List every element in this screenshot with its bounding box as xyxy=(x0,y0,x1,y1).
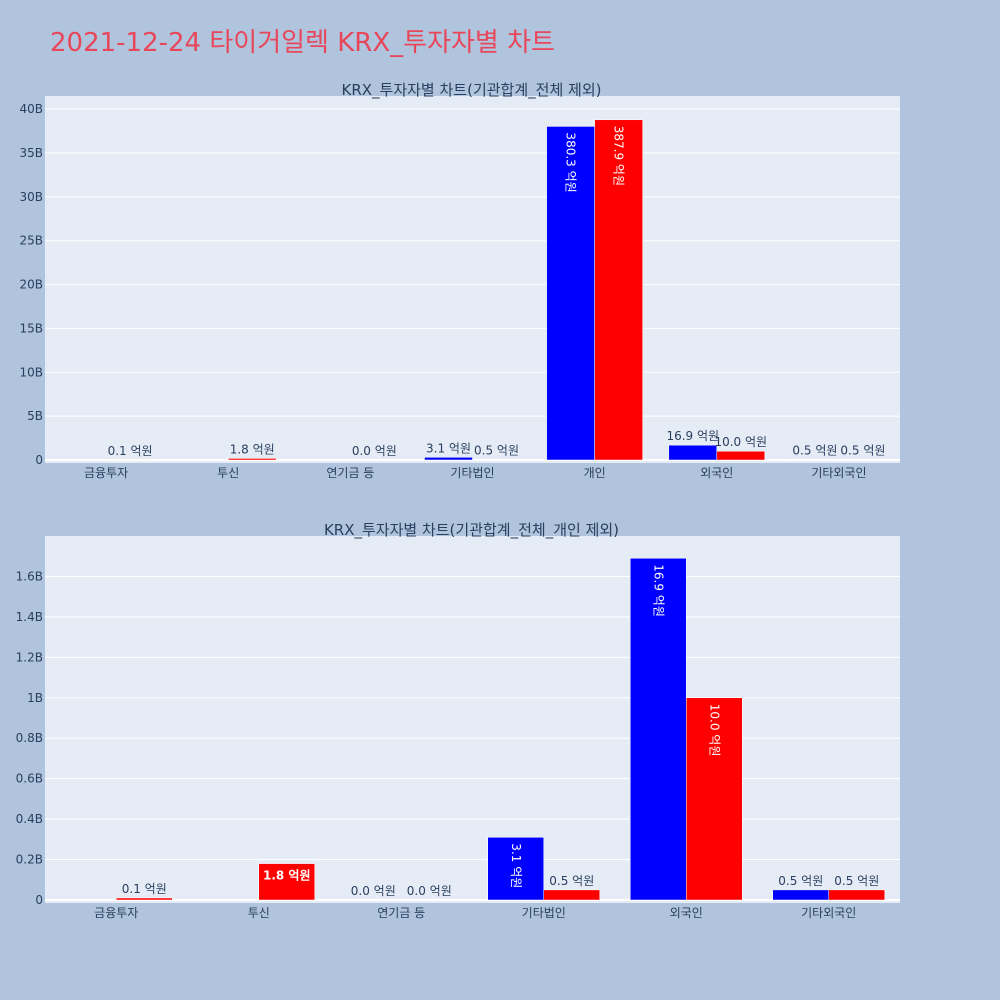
page-title: 2021-12-24 타이거일렉 KRX_투자자별 차트 xyxy=(50,28,555,58)
y-tick-label: 1.2B xyxy=(16,650,43,664)
bar xyxy=(258,863,315,901)
y-tick-label: 0 xyxy=(35,893,43,907)
data-label: 0.5 억원 xyxy=(549,874,594,888)
x-tick-label: 연기금 등 xyxy=(377,906,425,920)
x-tick-label: 외국인 xyxy=(700,466,733,480)
bar xyxy=(716,450,766,461)
y-tick-label: 20B xyxy=(19,278,43,292)
y-tick-label: 0.8B xyxy=(16,731,43,745)
bar xyxy=(828,889,885,901)
bar xyxy=(543,889,600,901)
data-label: 0.5 억원 xyxy=(834,874,879,888)
data-label: 16.9 억원 xyxy=(651,564,665,617)
x-tick-label: 외국인 xyxy=(670,906,703,920)
x-tick-label: 금융투자 xyxy=(84,466,128,480)
data-label: 10.0 억원 xyxy=(714,435,767,449)
y-tick-label: 1.6B xyxy=(16,569,43,583)
bar xyxy=(668,444,718,461)
x-tick-label: 기타법인 xyxy=(450,466,494,480)
chart-title: KRX_투자자별 차트(기관합계_전체 제외) xyxy=(342,81,602,100)
data-label: 0.1 억원 xyxy=(108,444,153,458)
x-tick-label: 투신 xyxy=(248,906,270,920)
chart-title: KRX_투자자별 차트(기관합계_전체_개인 제외) xyxy=(324,521,619,540)
data-label: 380.3 억원 xyxy=(564,132,578,192)
y-tick-label: 5B xyxy=(27,409,43,423)
bar xyxy=(227,458,277,461)
x-tick-label: 기타법인 xyxy=(522,906,566,920)
x-tick-label: 기타외국인 xyxy=(811,466,866,480)
y-tick-label: 25B xyxy=(19,234,43,248)
bar xyxy=(772,889,829,901)
x-tick-label: 개인 xyxy=(584,466,606,480)
bar xyxy=(686,697,743,901)
bar xyxy=(546,126,595,461)
y-tick-label: 15B xyxy=(19,321,43,335)
data-label: 0.1 억원 xyxy=(122,882,167,896)
bar xyxy=(424,457,473,461)
x-tick-label: 기타외국인 xyxy=(801,906,856,920)
bar xyxy=(630,557,687,901)
data-label: 3.1 억원 xyxy=(509,843,523,888)
data-label: 0.0 억원 xyxy=(407,884,452,898)
y-tick-label: 1.4B xyxy=(16,610,43,624)
data-label: 0.5 억원 xyxy=(792,444,837,458)
y-tick-label: 0 xyxy=(35,453,43,467)
data-label: 16.9 억원 xyxy=(666,429,719,443)
y-tick-label: 1B xyxy=(27,691,43,705)
data-label: 0.0 억원 xyxy=(352,444,397,458)
data-label: 3.1 억원 xyxy=(426,441,471,455)
y-tick-label: 10B xyxy=(19,365,43,379)
x-tick-label: 연기금 등 xyxy=(326,466,374,480)
y-tick-label: 0.6B xyxy=(16,772,43,786)
chart-2: 0 0.2B 0.4B 0.6B 0.8B 1B 1.2B 1.4B 1.6B KRX_투자자별 … xyxy=(16,521,900,920)
bar xyxy=(594,119,643,461)
data-label: 387.9 억원 xyxy=(612,126,626,186)
bar xyxy=(487,837,544,901)
y-tick-label: 30B xyxy=(19,190,43,204)
data-label: 10.0 억원 xyxy=(707,704,721,757)
data-label: 0.5 억원 xyxy=(474,444,519,458)
y-tick-label: 40B xyxy=(19,102,43,116)
plot-area xyxy=(45,96,900,463)
data-label: 1.8 억원 xyxy=(263,869,311,883)
y-tick-label: 0.4B xyxy=(16,812,43,826)
data-label: 0.5 억원 xyxy=(840,444,885,458)
y-tick-label: 0.2B xyxy=(16,853,43,867)
x-tick-label: 투신 xyxy=(217,466,239,480)
chart-1: 0 5B 10B 15B 20B 25B 30B 35B 40B KRX_투자자별 차트(기관합계… xyxy=(19,81,900,480)
plot-area xyxy=(45,536,900,903)
data-label: 0.5 억원 xyxy=(778,874,823,888)
data-label: 0.0 억원 xyxy=(351,884,396,898)
bar xyxy=(116,897,173,901)
data-label: 1.8 억원 xyxy=(230,442,275,456)
x-tick-label: 금융투자 xyxy=(94,906,138,920)
y-tick-label: 35B xyxy=(19,146,43,160)
